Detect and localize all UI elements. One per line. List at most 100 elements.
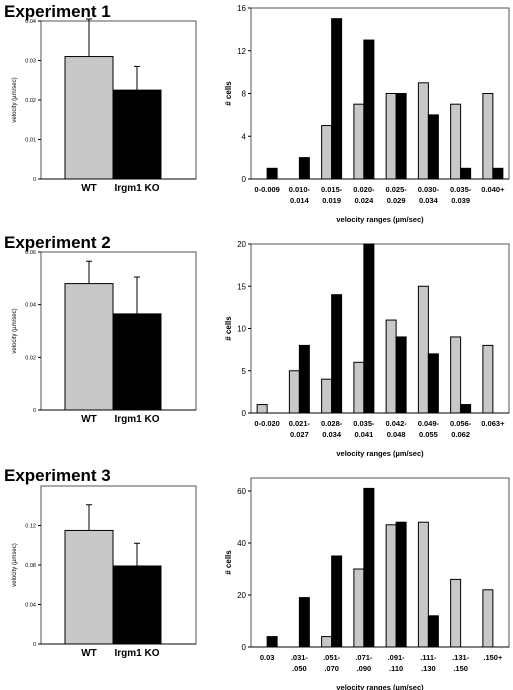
hist-2-xtick-label: 0.049- [418, 419, 440, 428]
hist-1-xtick-label: 0.015- [321, 185, 343, 194]
summary-1-ytick-label: 0.03 [25, 59, 36, 65]
hist-1-xtick-label: 0.025- [385, 185, 407, 194]
hist-1-xtick-label: 0.035- [450, 185, 472, 194]
hist-2-xtick-label: 0.048 [387, 430, 406, 439]
hist-3-bar-wt [321, 636, 333, 648]
experiment-3-title: Experiment 3 [4, 466, 111, 485]
hist-3-bar-ko [266, 636, 278, 648]
hist-1-xtick-label: 0-0.009 [254, 185, 279, 194]
hist-3-xtick-label: .090 [357, 664, 372, 673]
summary-1-ylabel: velocity (µm/sec) [12, 77, 18, 122]
hist-3-xtick-label: 0.03 [260, 653, 275, 662]
summary-1-ytick-label: 0.01 [25, 138, 36, 144]
hist-1-bar-ko [298, 157, 310, 180]
hist-1-bar-ko [363, 39, 375, 180]
hist-1-bar-wt [321, 125, 333, 180]
hist-1-bar-ko [266, 167, 278, 180]
hist-1-bar-ko [460, 167, 472, 180]
hist-1-frame [250, 7, 510, 180]
hist-3-ytick-label: 60 [237, 487, 246, 496]
hist-1-ytick-label: 0 [242, 175, 247, 184]
hist-3-ytick-label: 0 [242, 643, 247, 652]
hist-3-bar-ko [298, 597, 310, 648]
hist-3-ytick-label: 20 [237, 591, 246, 600]
hist-2-ytick-label: 15 [237, 282, 246, 291]
hist-1-bar-ko [492, 167, 504, 180]
hist-2-ytick-label: 0 [242, 409, 247, 418]
hist-2-xtick-label: 0.062 [451, 430, 470, 439]
hist-1-bar-wt [385, 93, 397, 180]
hist-2-ytick-label: 5 [242, 367, 247, 376]
hist-1-bar-wt [417, 82, 429, 180]
summary-1-xlabel-wt: WT [81, 183, 97, 194]
hist-2-bar-ko [298, 344, 310, 414]
hist-2-bar-ko [331, 294, 343, 414]
hist-2-bar-wt [256, 404, 268, 414]
hist-2-xtick-label: 0-0.020 [254, 419, 279, 428]
hist-1-xtick-label: 0.034 [419, 196, 439, 205]
hist-3-xtick-label: .091- [388, 653, 406, 662]
summary-1-xlabel-ko: Irgm1 KO [114, 183, 159, 194]
hist-3-bar-wt [385, 524, 397, 648]
hist-2-xtick-label: 0.041 [354, 430, 373, 439]
hist-1-xlabel: velocity ranges (µm/sec) [336, 215, 424, 224]
hist-2-bar-wt [321, 378, 333, 414]
hist-3-ytick-label: 40 [237, 539, 246, 548]
hist-3-bar-wt [450, 578, 462, 648]
hist-2-xtick-label: 0.055 [419, 430, 438, 439]
hist-3-xlabel: velocity ranges (µm/sec) [336, 683, 424, 690]
hist-2-bar-ko [427, 353, 439, 414]
hist-3-bar-ko [363, 487, 375, 648]
hist-3-xtick-label: .131- [452, 653, 470, 662]
summary-3-ytick-label: 0.08 [25, 563, 36, 569]
hist-2-bar-wt [450, 336, 462, 414]
hist-3-xtick-label: .070 [324, 664, 339, 673]
hist-1-bar-wt [450, 103, 462, 180]
summary-2-ytick-label: 0.06 [25, 250, 36, 256]
hist-2-bar-wt [288, 370, 300, 414]
hist-1-xtick-label: 0.029 [387, 196, 406, 205]
hist-2-xtick-label: 0.028- [321, 419, 343, 428]
hist-1-ytick-label: 12 [237, 47, 246, 56]
summary-3-ytick-label: 0 [33, 642, 36, 648]
hist-2-ylabel: # cells [224, 316, 233, 341]
hist-3-xtick-label: .150 [453, 664, 468, 673]
hist-3-xtick-label: .071- [355, 653, 373, 662]
summary-2-xlabel-wt: WT [81, 414, 97, 425]
hist-3-ylabel: # cells [224, 550, 233, 575]
summary-2-ytick-label: 0 [33, 408, 36, 414]
hist-1-xtick-label: 0.024 [354, 196, 374, 205]
summary-1-bar-ko [112, 89, 162, 180]
summary-3-ylabel: velocity (µmsec) [12, 543, 18, 586]
hist-1-xtick-label: 0.030- [418, 185, 440, 194]
hist-1-bar-ko [427, 114, 439, 180]
hist-3-xtick-label: .050 [292, 664, 307, 673]
summary-2-ylabel: velocity (µm/sec) [12, 308, 18, 353]
experiment-2-title: Experiment 2 [4, 233, 111, 252]
summary-3-xlabel-wt: WT [81, 648, 97, 659]
hist-2-xtick-label: 0.063+ [481, 419, 505, 428]
hist-1-xtick-label: 0.014 [290, 196, 310, 205]
hist-1-ytick-label: 8 [242, 90, 247, 99]
hist-3-bar-ko [427, 615, 439, 648]
hist-2-xtick-label: 0.035- [353, 419, 375, 428]
hist-2-xtick-label: 0.056- [450, 419, 472, 428]
hist-1-bar-wt [353, 103, 365, 180]
summary-3-ytick-label: 0.04 [25, 603, 36, 609]
hist-3-bar-ko [331, 555, 343, 648]
summary-1-ytick-label: 0.04 [25, 19, 36, 25]
hist-2-bar-ko [395, 336, 407, 414]
hist-1-xtick-label: 0.020- [353, 185, 375, 194]
hist-3-bar-wt [482, 589, 494, 648]
hist-1-xtick-label: 0.040+ [481, 185, 505, 194]
hist-2-ytick-label: 10 [237, 325, 246, 334]
summary-2-bar-ko [112, 313, 162, 411]
summary-2-ytick-label: 0.04 [25, 303, 36, 309]
hist-3-xtick-label: .110 [389, 664, 403, 673]
hist-1-bar-ko [395, 93, 407, 180]
hist-3-xtick-label: .111- [420, 653, 437, 662]
summary-3-xlabel-ko: Irgm1 KO [114, 648, 159, 659]
hist-1-xtick-label: 0.039 [451, 196, 470, 205]
hist-3-xtick-label: .051- [323, 653, 341, 662]
hist-2-xlabel: velocity ranges (µm/sec) [336, 449, 424, 458]
